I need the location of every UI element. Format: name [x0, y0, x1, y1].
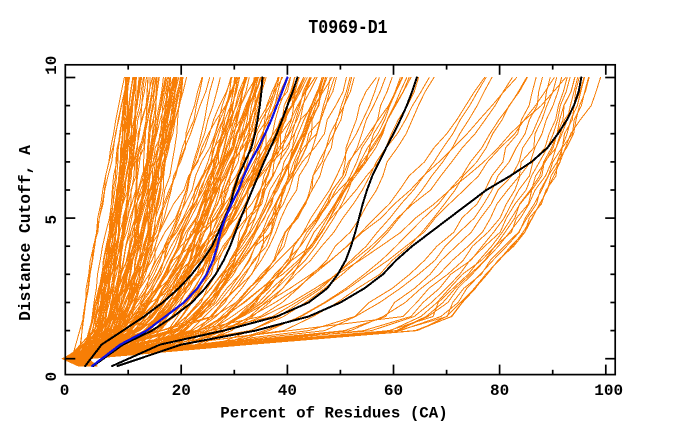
svg-text:40: 40: [278, 382, 297, 400]
svg-text:Percent of Residues (CA): Percent of Residues (CA): [220, 404, 448, 422]
svg-text:10: 10: [43, 56, 61, 75]
svg-text:60: 60: [384, 382, 403, 400]
svg-text:0: 0: [43, 372, 61, 382]
svg-text:T0969-D1: T0969-D1: [308, 18, 387, 40]
svg-text:0: 0: [60, 382, 70, 400]
svg-text:80: 80: [490, 382, 509, 400]
svg-text:Distance Cutoff, A: Distance Cutoff, A: [16, 145, 35, 321]
svg-text:100: 100: [594, 382, 623, 400]
svg-text:20: 20: [172, 382, 191, 400]
svg-text:5: 5: [43, 215, 61, 225]
